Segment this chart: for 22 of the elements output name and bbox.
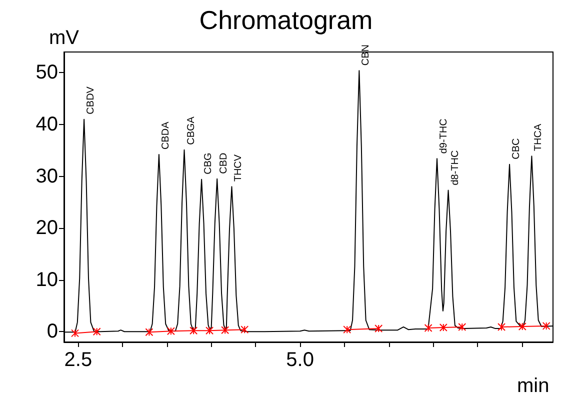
annotation: CBN — [360, 44, 372, 66]
x-axis-title: min — [517, 375, 550, 397]
y-tick-label: 30 — [36, 165, 58, 188]
annotation: CBDV — [86, 86, 97, 114]
annotation: CBGA — [186, 116, 197, 145]
chart-title: Chromatogram — [199, 5, 373, 35]
annotation: THCV — [233, 154, 244, 182]
y-tick-label: 10 — [36, 268, 58, 291]
y-axis-title: mV — [49, 27, 80, 49]
y-tick-label: 40 — [36, 114, 58, 136]
annotation: CBG — [203, 152, 214, 174]
annotation: THCA — [533, 124, 544, 152]
x-tick-label: 5.0 — [286, 349, 314, 371]
y-tick-label: 0 — [46, 320, 58, 343]
annotation: CBDA — [160, 121, 172, 150]
annotation: d9-THC — [438, 118, 450, 154]
annotation: CBD — [218, 152, 230, 174]
y-tick-label: 50 — [36, 62, 58, 84]
x-tick-label: 2.5 — [64, 349, 92, 371]
annotation: d8-THC — [450, 150, 461, 186]
annotation: CBC — [511, 138, 522, 160]
y-tick-label: 20 — [36, 217, 58, 240]
